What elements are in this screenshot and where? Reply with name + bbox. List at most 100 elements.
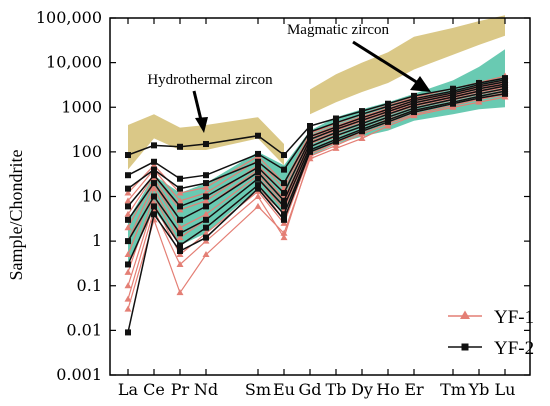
series-yf-2-point: [307, 128, 313, 135]
series-yf-2-line-3: [127, 85, 506, 221]
series-yf-2-point: [255, 175, 261, 182]
series-yf-1-point: [254, 193, 262, 199]
series-yf-2-point: [333, 119, 339, 126]
series-yf-1-point: [254, 202, 262, 209]
series-yf-1-point: [124, 268, 132, 275]
series-yf-1-point: [176, 234, 184, 241]
series-yf-1-point: [176, 289, 184, 296]
series-yf-1-point: [124, 197, 132, 204]
y-tick-label: 10,000: [46, 53, 102, 72]
y-tick-label: 100: [71, 142, 102, 161]
series-yf-2-point: [151, 180, 157, 187]
series-yf-1-point: [280, 234, 288, 241]
series-yf-2-point: [177, 175, 183, 182]
series-yf-2-point: [502, 75, 508, 82]
series-yf-1-point: [124, 189, 132, 196]
series-yf-2-point: [307, 133, 313, 140]
series-yf-2-point: [203, 203, 209, 210]
series-yf-2-point: [333, 136, 339, 143]
series-yf-2-point: [177, 230, 183, 237]
series-yf-2-point: [255, 185, 261, 192]
x-tick-label: Dy: [351, 380, 373, 399]
x-tick-label: Tm: [440, 380, 466, 399]
series-yf-2-point: [203, 224, 209, 231]
series-yf-2-point: [450, 85, 456, 92]
series-yf-2-point: [281, 216, 287, 223]
arrow-hydrothermal-shaft: [192, 90, 203, 121]
legend-yf1-marker: [460, 310, 470, 319]
x-tick-label: Er: [404, 380, 424, 399]
magmatic-annotation: Magmatic zircon: [287, 22, 431, 92]
x-tick-label: Eu: [273, 380, 295, 399]
series-yf-2-point: [333, 115, 339, 122]
x-tick-label: Gd: [298, 380, 321, 399]
series-yf-2-point: [203, 234, 209, 241]
series-yf-2-point: [151, 203, 157, 210]
series-yf-2-line-1: [127, 90, 506, 265]
series-yf-2-point: [307, 139, 313, 146]
legend: YF-1 YF-2: [448, 307, 534, 359]
series-yf-2-point: [255, 182, 261, 189]
x-tick-label: Tb: [326, 380, 347, 399]
series-yf-2-point: [333, 129, 339, 136]
arrow-magmatic-shaft: [352, 40, 419, 85]
series-yf-2-point: [476, 79, 482, 86]
series-yf-2-point: [203, 172, 209, 179]
series-yf-2-point: [177, 248, 183, 255]
arrow-magmatic-head: [410, 76, 431, 92]
series-yf-2-point: [177, 185, 183, 192]
series-yf-2-point: [177, 203, 183, 210]
series-yf-2-point: [359, 108, 365, 115]
series-yf-1-point: [150, 161, 158, 168]
annotation-magmatic: Magmatic zircon: [287, 22, 390, 38]
series-yf-2-point: [203, 216, 209, 223]
x-tick-label: Pr: [171, 380, 190, 399]
band-0: [310, 15, 505, 115]
series-yf-1-point: [202, 237, 210, 244]
series-yf-1-point: [176, 260, 184, 267]
y-tick-label: 0.001: [56, 365, 102, 384]
x-tick-label: Sm: [245, 380, 271, 399]
annotation-hydrothermal: Hydrothermal zircon: [147, 72, 273, 88]
series-yf-2-line-5: [127, 81, 506, 190]
series-yf-1-point: [202, 183, 210, 190]
series-yf-1-line-3: [127, 90, 506, 273]
series-yf-2-point: [255, 132, 261, 139]
series-yf-1-point: [176, 224, 184, 231]
series-yf-2-point: [307, 147, 313, 154]
hydrothermal-annotation: Hydrothermal zircon: [147, 72, 273, 133]
series-yf-2-point: [125, 203, 131, 210]
series-yf-1-point: [202, 197, 210, 204]
legend-yf1-label: YF-1: [494, 307, 534, 328]
legend-yf2-marker: [461, 343, 469, 351]
series-yf-1-point: [176, 206, 184, 213]
x-tick-label: Nd: [194, 380, 218, 399]
series-yf-1-point: [124, 251, 132, 258]
series-yf-2-point: [281, 189, 287, 196]
series-yf-2-point: [411, 92, 417, 99]
series-yf-1-point: [124, 210, 132, 217]
data-lines: [124, 72, 509, 336]
y-axis: 0.001 0.01 0.1 1 10 100 1000 10,000 100,000: [36, 8, 530, 384]
series-yf-2-line-0: [127, 93, 506, 333]
series-yf-1-point: [358, 134, 366, 141]
series-yf-2-point: [151, 158, 157, 165]
series-yf-1-point: [176, 251, 184, 258]
y-tick-label: 100,000: [36, 8, 102, 27]
series-yf-2-point: [255, 150, 261, 157]
series-yf-2-point: [281, 152, 287, 159]
series-yf-2-point: [281, 203, 287, 210]
series-yf-1-point: [176, 189, 184, 196]
series-yf-1-point: [280, 219, 288, 226]
y-tick-label: 1: [92, 231, 102, 250]
series-yf-2-point: [359, 111, 365, 118]
x-axis: La Ce Pr Nd Sm Eu Gd Tb Dy Ho Er Tm Yb Lu: [118, 18, 516, 399]
x-tick-label: Ce: [143, 380, 165, 399]
series-yf-2-point: [177, 242, 183, 249]
series-yf-2-point: [125, 261, 131, 268]
x-tick-label: Lu: [495, 380, 516, 399]
series-yf-1-point: [202, 229, 210, 236]
series-yf-2-point: [151, 166, 157, 173]
series-yf-2-point: [385, 100, 391, 107]
x-tick-label: Yb: [468, 380, 490, 399]
